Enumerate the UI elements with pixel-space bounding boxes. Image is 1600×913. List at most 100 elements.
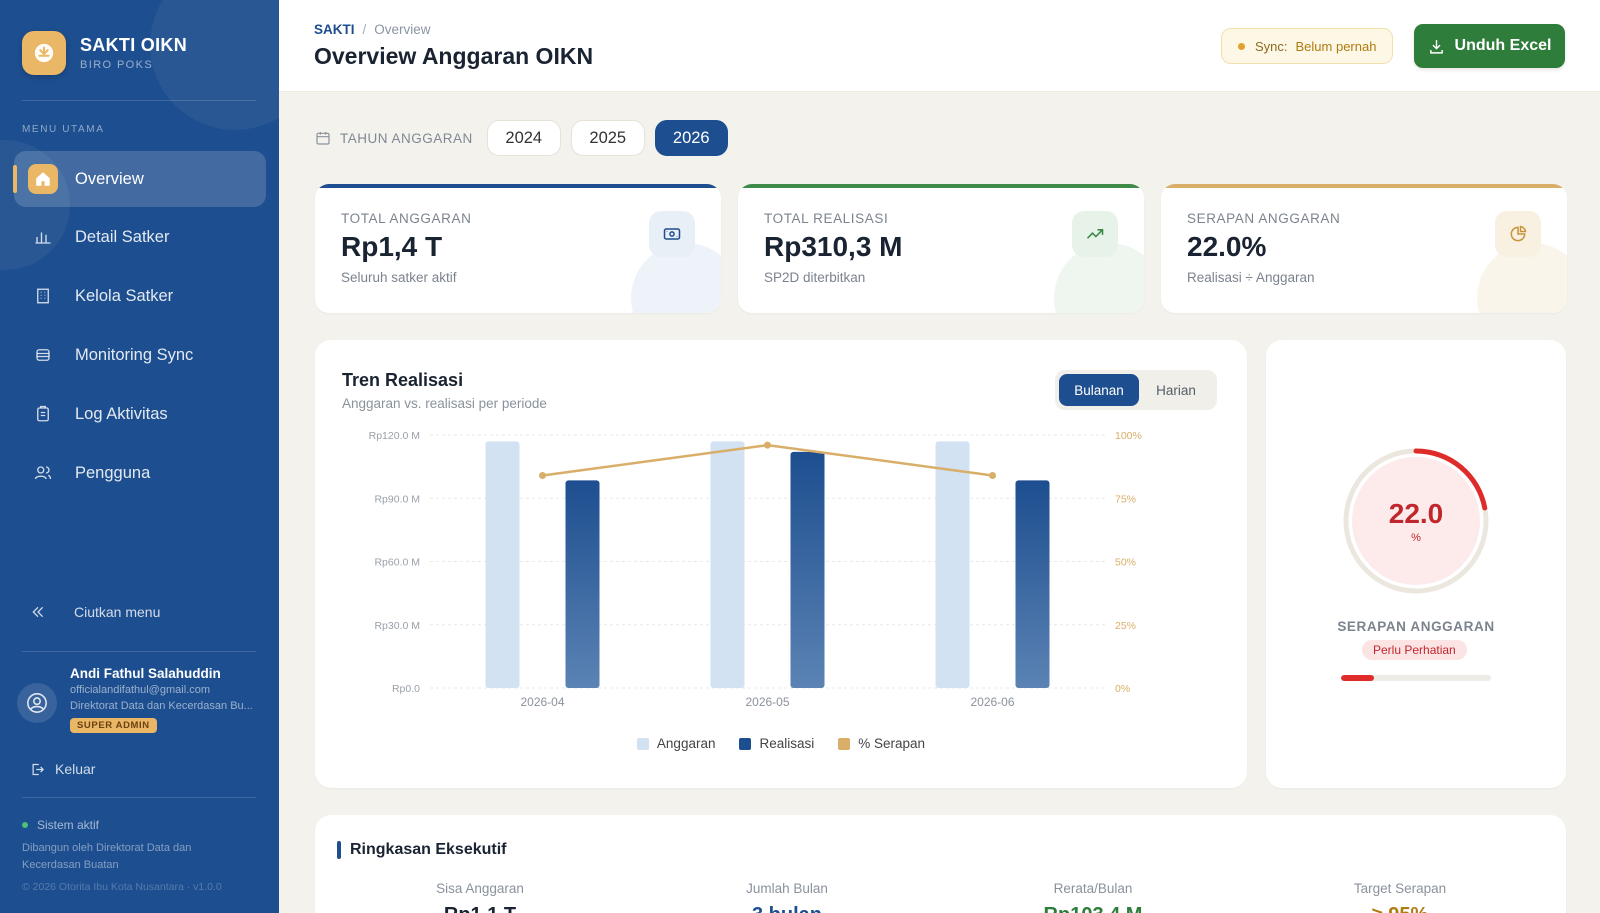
logout-button[interactable]: Keluar: [30, 761, 95, 777]
sidebar-item-label: Detail Satker: [75, 227, 170, 246]
bar-realisasi: [790, 451, 825, 688]
serapan-point: [764, 441, 771, 449]
trend-chart: Rp0.0 0% Rp30.0 M 25% Rp60.0 M 50% Rp90.0 M 75%…: [369, 430, 1142, 709]
gauge-progress-fill: [1341, 675, 1374, 681]
kpi-card-total-anggaran: TOTAL ANGGARAN Rp1,4 T Seluruh satker ak…: [315, 184, 721, 313]
year-button-2025[interactable]: 2025: [570, 120, 645, 156]
summary-item-sisa-anggaran: Sisa Anggaran Rp1,1 T: [375, 881, 585, 913]
copyright-text: © 2026 Otorita Ibu Kota Nusantara · v1.0…: [22, 881, 222, 893]
summary-value: Rp103,4 M: [988, 904, 1198, 913]
kpi-subtext: SP2D diterbitkan: [764, 270, 866, 285]
sidebar-item-log-aktivitas[interactable]: Log Aktivitas: [14, 386, 266, 442]
kpi-card-serapan-anggaran: SERAPAN ANGGARAN 22.0% Realisasi ÷ Angga…: [1161, 184, 1567, 313]
sidebar-item-monitoring-sync[interactable]: Monitoring Sync: [14, 327, 266, 383]
kpi-card-total-realisasi: TOTAL REALISASI Rp310,3 M SP2D diterbitk…: [738, 184, 1144, 313]
x-tick-label: 2026-05: [745, 695, 789, 709]
sync-value: Belum pernah: [1295, 38, 1377, 54]
legend-swatch: [636, 737, 649, 750]
kpi-accent-bar: [1161, 184, 1567, 188]
year-filter-label: TAHUN ANGGARAN: [340, 130, 473, 146]
divider: [22, 651, 256, 652]
summary-value: ≥ 95%: [1295, 904, 1505, 913]
sidebar-item-label: Overview: [75, 169, 144, 188]
y-left-tick-label: Rp90.0 M: [374, 493, 420, 505]
legend-swatch: [739, 737, 752, 750]
logout-icon: [32, 763, 45, 775]
chart-title: Tren Realisasi: [342, 370, 464, 390]
y-right-tick-label: 25%: [1115, 620, 1136, 632]
gauge-label: SERAPAN ANGGARAN: [1337, 619, 1495, 634]
gauge-ring: [1343, 448, 1489, 594]
bar-anggaran: [710, 441, 745, 688]
page-title: Overview Anggaran OIKN: [314, 43, 594, 69]
download-excel-button[interactable]: Unduh Excel: [1414, 24, 1565, 68]
toggle-harian[interactable]: Harian: [1156, 382, 1196, 398]
y-right-tick-label: 100%: [1115, 430, 1142, 442]
sidebar-item-kelola-satker[interactable]: Kelola Satker: [14, 268, 266, 324]
download-excel-label: Unduh Excel: [1454, 37, 1552, 54]
serapan-line: [542, 443, 993, 477]
legend-item-serapan[interactable]: % Serapan: [838, 736, 925, 751]
absorption-gauge-card: 22.0 % SERAPAN ANGGARAN Perlu Perhatian: [1266, 340, 1566, 788]
user-role-badge: SUPER ADMIN: [70, 718, 157, 733]
summary-item-rerata-bulan: Rerata/Bulan Rp103,4 M: [988, 881, 1198, 913]
summary-item-target-serapan: Target Serapan ≥ 95%: [1295, 881, 1505, 913]
serapan-point: [539, 471, 546, 479]
x-tick-label: 2026-04: [520, 695, 564, 709]
kpi-subtext: Realisasi ÷ Anggaran: [1187, 270, 1315, 285]
collapse-menu-button[interactable]: Ciutkan menu: [30, 604, 160, 620]
y-left-tick-label: Rp60.0 M: [374, 557, 420, 569]
summary-item-jumlah-bulan: Jumlah Bulan 3 bulan: [682, 881, 892, 913]
summary-title: Ringkasan Eksekutif: [337, 841, 507, 859]
kpi-label: TOTAL ANGGARAN: [341, 211, 472, 226]
credit-text: Dibangun oleh Direktorat Data dan Kecerd…: [22, 842, 192, 871]
user-profile[interactable]: Andi Fathul Salahuddin officialandifathu…: [17, 666, 260, 733]
breadcrumb-separator: /: [362, 22, 367, 37]
brand-subtitle: BIRO POKS: [80, 59, 154, 71]
legend-item-anggaran[interactable]: Anggaran: [636, 736, 715, 751]
kpi-accent-bar: [315, 184, 721, 188]
breadcrumb-current: Overview: [374, 22, 431, 37]
legend-swatch: [838, 737, 851, 750]
absorption-gauge: 22.0 %: [1341, 446, 1491, 596]
sync-status-dot-icon: [1238, 42, 1245, 50]
summary-label: Rerata/Bulan: [1053, 881, 1133, 896]
kpi-label: SERAPAN ANGGARAN: [1187, 211, 1341, 226]
brand[interactable]: SAKTI OIKN BIRO POKS: [22, 31, 187, 75]
sidebar-item-pengguna[interactable]: Pengguna: [14, 445, 266, 501]
y-left-tick-label: Rp0.0: [392, 683, 420, 695]
kpi-value: Rp1,4 T: [341, 231, 443, 262]
legend-label: Realisasi: [759, 736, 815, 751]
y-right-tick-label: 0%: [1115, 683, 1130, 695]
chart-legend: Anggaran Realisasi % Serapan: [315, 736, 1247, 751]
gauge-progress-bar: [1341, 675, 1491, 681]
user-avatar-icon: [17, 683, 57, 723]
year-filter-caption: TAHUN ANGGARAN: [315, 130, 473, 146]
clipboard-icon: [28, 399, 58, 429]
y-right-tick-label: 75%: [1115, 493, 1136, 505]
calendar-icon: [316, 132, 330, 145]
bar-anggaran: [485, 441, 520, 688]
x-tick-label: 2026-06: [970, 695, 1014, 709]
sidebar-item-label: Pengguna: [75, 463, 151, 482]
collapse-menu-label: Ciutkan menu: [74, 604, 161, 620]
year-button-2026[interactable]: 2026: [654, 120, 728, 156]
y-right-tick-label: 50%: [1115, 557, 1136, 569]
sidebar-item-overview[interactable]: Overview: [13, 151, 266, 207]
trend-chart-card: Tren Realisasi Anggaran vs. realisasi pe…: [315, 340, 1247, 788]
executive-summary-card: Ringkasan Eksekutif Sisa Anggaran Rp1,1 …: [315, 815, 1566, 913]
chevrons-left-icon: [32, 606, 44, 618]
building-icon: [28, 281, 58, 311]
legend-item-realisasi[interactable]: Realisasi: [739, 736, 814, 751]
year-button-2024[interactable]: 2024: [486, 120, 561, 156]
brand-logo-icon: [22, 31, 66, 75]
pie-chart-icon: [1495, 211, 1541, 257]
home-icon: [28, 164, 58, 194]
breadcrumb-root[interactable]: SAKTI: [314, 22, 355, 37]
kpi-label: TOTAL REALISASI: [764, 211, 889, 226]
money-icon: [649, 211, 695, 257]
toggle-bulanan[interactable]: Bulanan: [1059, 374, 1139, 406]
kpi-accent-bar: [738, 184, 1144, 188]
serapan-point: [989, 471, 996, 479]
sidebar-item-detail-satker[interactable]: Detail Satker: [14, 209, 266, 265]
